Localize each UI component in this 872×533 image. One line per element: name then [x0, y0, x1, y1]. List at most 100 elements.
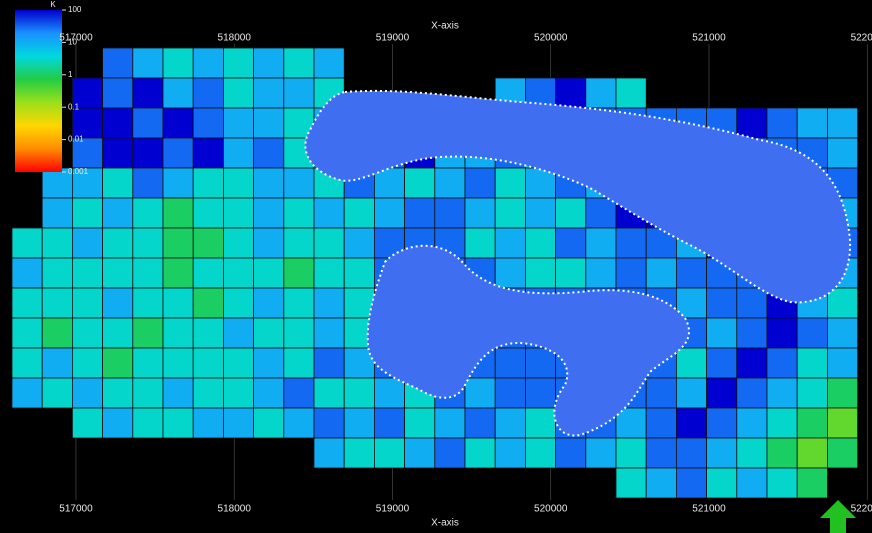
- cell: [404, 407, 436, 439]
- cell: [132, 77, 164, 109]
- cell: [72, 227, 104, 259]
- cell: [494, 257, 526, 289]
- cell: [222, 227, 254, 259]
- cell: [222, 77, 254, 109]
- cell: [766, 317, 798, 349]
- cell: [102, 167, 134, 199]
- cell: [676, 437, 708, 469]
- cell: [283, 347, 315, 379]
- cell: [525, 377, 557, 409]
- cell: [796, 467, 828, 499]
- cell: [253, 407, 285, 439]
- cell: [222, 317, 254, 349]
- cell: [41, 227, 73, 259]
- cell: [222, 257, 254, 289]
- cell: [253, 347, 285, 379]
- cell: [404, 197, 436, 229]
- x-axis-title: X-axis: [431, 21, 459, 32]
- cell: [253, 47, 285, 79]
- cell: [222, 167, 254, 199]
- cell: [645, 407, 677, 439]
- cell: [313, 287, 345, 319]
- cell: [494, 347, 526, 379]
- cell: [192, 407, 224, 439]
- cell: [11, 317, 43, 349]
- cell: [676, 407, 708, 439]
- cell: [676, 257, 708, 289]
- cell: [132, 377, 164, 409]
- cell: [162, 197, 194, 229]
- cell: [585, 227, 617, 259]
- cell: [253, 167, 285, 199]
- cell: [162, 137, 194, 169]
- x-tick-label: 522000: [851, 504, 872, 515]
- cell: [676, 467, 708, 499]
- cell: [72, 347, 104, 379]
- cell: [72, 257, 104, 289]
- cell: [494, 167, 526, 199]
- cell: [313, 377, 345, 409]
- cell: [766, 437, 798, 469]
- cell: [253, 257, 285, 289]
- cell: [585, 197, 617, 229]
- cell: [434, 167, 466, 199]
- cell: [192, 347, 224, 379]
- x-tick-label: 521000: [692, 33, 726, 44]
- cell: [11, 257, 43, 289]
- cell: [404, 167, 436, 199]
- cell: [434, 197, 466, 229]
- cell: [736, 377, 768, 409]
- cell: [41, 257, 73, 289]
- cell: [343, 227, 375, 259]
- cell: [494, 437, 526, 469]
- cell: [736, 407, 768, 439]
- cell: [192, 317, 224, 349]
- cell: [434, 437, 466, 469]
- cell: [706, 377, 738, 409]
- cell: [132, 227, 164, 259]
- cell: [313, 317, 345, 349]
- cell: [615, 227, 647, 259]
- cell: [102, 317, 134, 349]
- cell: [343, 257, 375, 289]
- cell: [796, 377, 828, 409]
- cell: [736, 317, 768, 349]
- cell: [827, 287, 859, 319]
- cell: [41, 287, 73, 319]
- cell: [283, 167, 315, 199]
- cell: [102, 47, 134, 79]
- cell: [162, 47, 194, 79]
- cell: [41, 167, 73, 199]
- cell: [736, 107, 768, 139]
- cell: [162, 377, 194, 409]
- cell: [41, 317, 73, 349]
- cell: [192, 197, 224, 229]
- cell: [464, 167, 496, 199]
- cell: [313, 227, 345, 259]
- cell: [676, 287, 708, 319]
- cell: [132, 407, 164, 439]
- cell: [464, 197, 496, 229]
- cell: [585, 77, 617, 109]
- colorbar-tick-label: 10: [68, 38, 77, 47]
- cell: [283, 377, 315, 409]
- cell: [253, 287, 285, 319]
- cell: [192, 257, 224, 289]
- x-tick-label: 520000: [534, 33, 568, 44]
- cell: [525, 407, 557, 439]
- x-tick-label: 519000: [376, 504, 410, 515]
- cell: [102, 287, 134, 319]
- cell: [313, 257, 345, 289]
- cell: [464, 227, 496, 259]
- cell: [102, 257, 134, 289]
- cell: [72, 107, 104, 139]
- cell: [373, 407, 405, 439]
- x-tick-label: 518000: [218, 504, 252, 515]
- cell: [796, 407, 828, 439]
- cell: [343, 437, 375, 469]
- cell: [253, 197, 285, 229]
- cell: [102, 227, 134, 259]
- cell: [253, 137, 285, 169]
- cell: [766, 377, 798, 409]
- cell: [464, 377, 496, 409]
